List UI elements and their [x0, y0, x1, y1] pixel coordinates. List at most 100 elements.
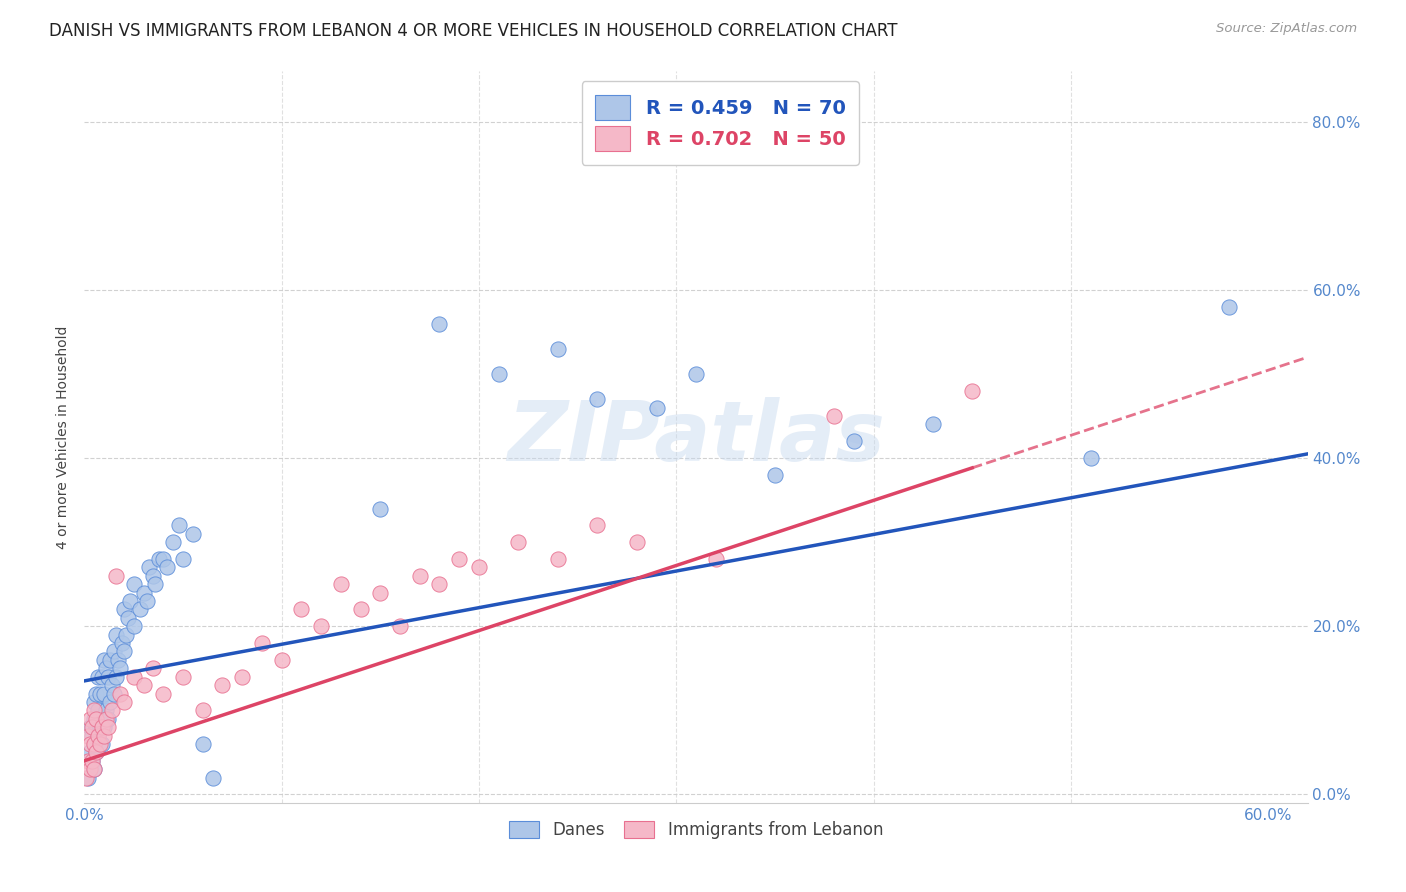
Point [645, 401, 668, 415]
Point [122, 577, 145, 591]
Point [508, 535, 530, 549]
Point [104, 627, 127, 641]
Point [449, 552, 471, 566]
Point [145, 577, 167, 591]
Point [79, 745, 101, 759]
Point [108, 686, 131, 700]
Point [79, 762, 101, 776]
Point [93, 653, 115, 667]
Point [107, 653, 129, 667]
Point [108, 661, 131, 675]
Point [83, 762, 105, 776]
Point [84, 686, 107, 700]
Point [122, 619, 145, 633]
Point [152, 686, 174, 700]
Point [98, 695, 121, 709]
Point [763, 467, 786, 482]
Point [842, 434, 865, 449]
Point [921, 417, 943, 432]
Point [162, 535, 184, 549]
Point [97, 720, 120, 734]
Point [685, 367, 707, 381]
Point [89, 720, 111, 734]
Point [122, 670, 145, 684]
Point [97, 670, 120, 684]
Point [87, 670, 110, 684]
Point [152, 552, 174, 566]
Point [1218, 300, 1240, 314]
Point [84, 720, 107, 734]
Point [84, 712, 107, 726]
Point [97, 712, 120, 726]
Point [250, 636, 273, 650]
Point [167, 518, 190, 533]
Point [191, 737, 214, 751]
Point [84, 745, 107, 759]
Point [94, 703, 117, 717]
Point [586, 518, 609, 533]
Point [960, 384, 983, 398]
Point [148, 552, 170, 566]
Point [368, 501, 391, 516]
Point [101, 703, 124, 717]
Point [547, 342, 569, 356]
Point [132, 678, 155, 692]
Point [83, 737, 105, 751]
Point [83, 762, 105, 776]
Point [82, 754, 104, 768]
Point [82, 720, 104, 734]
Point [93, 729, 115, 743]
Point [468, 560, 491, 574]
Point [83, 737, 105, 751]
Point [112, 602, 135, 616]
Point [201, 771, 224, 785]
Point [82, 729, 104, 743]
Point [91, 737, 114, 751]
Point [368, 585, 391, 599]
Point [114, 627, 136, 641]
Point [172, 670, 194, 684]
Point [87, 703, 110, 717]
Point [91, 670, 114, 684]
Point [89, 737, 111, 751]
Point [103, 686, 125, 700]
Point [156, 560, 179, 574]
Point [83, 695, 105, 709]
Point [103, 644, 125, 658]
Point [93, 720, 115, 734]
Point [349, 602, 371, 616]
Point [488, 367, 510, 381]
Point [142, 661, 165, 675]
Point [112, 695, 135, 709]
Point [231, 670, 253, 684]
Point [429, 577, 451, 591]
Text: DANISH VS IMMIGRANTS FROM LEBANON 4 OR MORE VEHICLES IN HOUSEHOLD CORRELATION CH: DANISH VS IMMIGRANTS FROM LEBANON 4 OR M… [49, 22, 897, 40]
Point [132, 585, 155, 599]
Point [181, 526, 204, 541]
Point [91, 720, 114, 734]
Point [75, 771, 97, 785]
Point [329, 577, 352, 591]
Point [93, 686, 115, 700]
Point [626, 535, 648, 549]
Point [87, 729, 110, 743]
Point [77, 754, 100, 768]
Point [77, 729, 100, 743]
Point [101, 678, 124, 692]
Text: ZIPatlas: ZIPatlas [508, 397, 884, 477]
Point [823, 409, 845, 423]
Point [138, 560, 160, 574]
Point [191, 703, 214, 717]
Point [211, 678, 233, 692]
Point [79, 720, 101, 734]
Point [172, 552, 194, 566]
Point [104, 670, 127, 684]
Point [290, 602, 312, 616]
Point [77, 771, 100, 785]
Point [409, 569, 432, 583]
Point [111, 636, 134, 650]
Point [389, 619, 412, 633]
Point [79, 712, 101, 726]
Point [82, 754, 104, 768]
Point [104, 569, 127, 583]
